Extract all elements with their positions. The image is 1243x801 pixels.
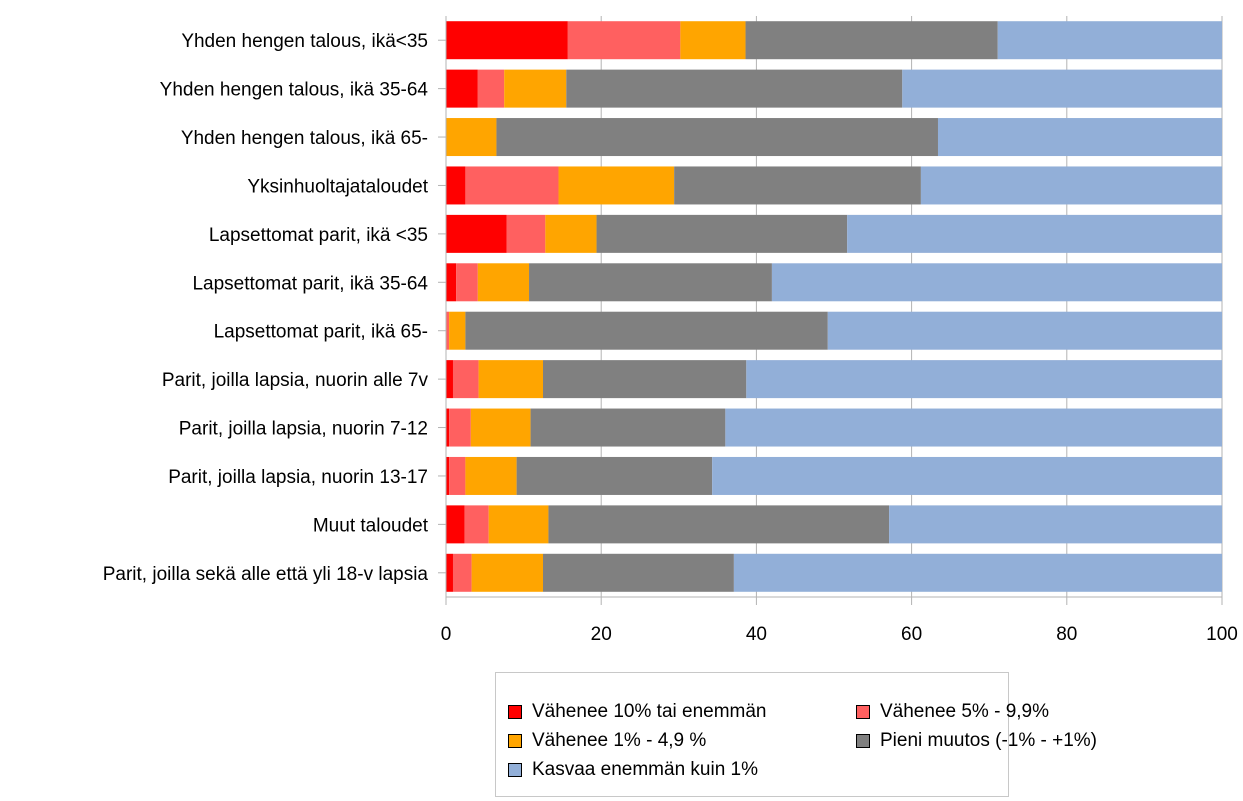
legend-swatch-series-2 (856, 705, 870, 719)
axes (438, 16, 1223, 605)
bar-segment-2-1 (446, 69, 478, 108)
bar-segment-9-1 (446, 408, 450, 447)
category-label-4: Yksinhuoltajataloudet (247, 176, 428, 197)
bar-segment-7-5 (827, 311, 1222, 350)
bar-segment-8-2 (452, 360, 479, 399)
category-labels: Yhden hengen talous, ikä<35 Yhden hengen … (103, 31, 429, 585)
bar-segment-1-1 (446, 21, 568, 60)
legend-item-series-3: Vähenee 1% - 4,9 % (508, 730, 706, 752)
legend-item-series-2: Vähenee 5% - 9,9% (856, 701, 1049, 723)
legend-label-series-5: Kasvaa enemmän kuin 1% (532, 759, 759, 780)
bar-segment-12-2 (452, 553, 472, 592)
legend-label-series-3: Vähenee 1% - 4,9 % (532, 730, 707, 751)
bar-segment-11-5 (889, 505, 1222, 544)
category-label-9: Parit, joilla lapsia, nuorin 7-12 (179, 419, 428, 440)
legend-item-series-5: Kasvaa enemmän kuin 1% (508, 759, 758, 781)
bar-segment-2-3 (504, 69, 567, 108)
bar-segment-9-2 (449, 408, 471, 447)
bar-segment-4-2 (465, 166, 559, 205)
bar-segment-6-1 (446, 263, 457, 302)
legend-swatch-series-5 (508, 763, 522, 777)
bar-segment-5-4 (596, 214, 848, 253)
bar-segment-11-4 (548, 505, 890, 544)
category-label-3: Yhden hengen talous, ikä 65- (181, 128, 428, 149)
legend-swatch-series-3 (508, 734, 522, 748)
x-tick-label-0: 0 (441, 624, 452, 645)
bar-segment-2-5 (902, 69, 1222, 108)
category-label-6: Lapsettomat parit, ikä 35-64 (192, 273, 428, 294)
bar-segment-11-1 (446, 505, 465, 544)
bar-segment-6-2 (456, 263, 478, 302)
bar-segment-5-1 (446, 214, 507, 253)
bar-segment-8-1 (446, 360, 453, 399)
bar-segment-12-3 (471, 553, 543, 592)
legend: Vähenee 10% tai enemmän Vähenee 5% - 9,9… (495, 672, 1097, 797)
bar-segment-9-4 (530, 408, 726, 447)
bar-segment-8-5 (746, 360, 1222, 399)
legend-label-series-1: Vähenee 10% tai enemmän (532, 701, 767, 722)
legend-swatch-series-1 (508, 705, 522, 719)
bar-segment-9-3 (470, 408, 531, 447)
legend-item-series-4: Pieni muutos (-1% - +1%) (856, 730, 1097, 752)
x-tick-labels: 0 20 40 60 80 100 (441, 624, 1238, 645)
bar-segment-6-5 (771, 263, 1222, 302)
category-label-10: Parit, joilla lapsia, nuorin 13-17 (168, 467, 428, 488)
legend-swatch-series-4 (856, 734, 870, 748)
bar-segments (446, 21, 1222, 592)
bar-segment-1-3 (680, 21, 746, 60)
category-label-1: Yhden hengen talous, ikä<35 (181, 31, 428, 52)
x-tick-label-1: 20 (591, 624, 612, 645)
bar-segment-10-2 (449, 456, 466, 495)
bar-segment-1-4 (745, 21, 998, 60)
bar-segment-8-3 (478, 360, 543, 399)
bar-segment-4-3 (558, 166, 675, 205)
bar-segment-12-4 (543, 553, 734, 592)
legend-label-series-2: Vähenee 5% - 9,9% (880, 701, 1050, 722)
bar-segment-7-2 (446, 311, 450, 350)
legend-label-series-4: Pieni muutos (-1% - +1%) (880, 730, 1097, 751)
category-label-12: Parit, joilla sekä alle että yli 18-v la… (103, 564, 429, 585)
bar-segment-12-1 (446, 553, 453, 592)
bar-segment-4-5 (920, 166, 1222, 205)
bar-segment-7-4 (465, 311, 828, 350)
bar-segment-5-3 (545, 214, 597, 253)
bar-segment-12-5 (733, 553, 1222, 592)
bar-segment-3-3 (446, 118, 497, 157)
category-label-8: Parit, joilla lapsia, nuorin alle 7v (162, 370, 429, 391)
bar-segment-3-5 (937, 118, 1222, 157)
bar-segment-4-4 (674, 166, 921, 205)
bar-segment-6-3 (477, 263, 530, 302)
bar-segment-11-2 (464, 505, 489, 544)
bar-segment-5-2 (506, 214, 546, 253)
bar-segment-11-3 (488, 505, 549, 544)
bar-segment-10-4 (516, 456, 713, 495)
bar-segment-2-2 (477, 69, 505, 108)
bar-segment-8-4 (543, 360, 747, 399)
legend-item-series-1: Vähenee 10% tai enemmän (508, 701, 767, 723)
x-tick-label-3: 60 (901, 624, 922, 645)
category-label-2: Yhden hengen talous, ikä 35-64 (160, 80, 429, 101)
category-label-7: Lapsettomat parit, ikä 65- (214, 322, 428, 343)
bar-segment-3-4 (496, 118, 938, 157)
bar-segment-9-5 (725, 408, 1222, 447)
bar-segment-7-3 (449, 311, 466, 350)
bar-segment-6-4 (529, 263, 772, 302)
x-tick-label-2: 40 (746, 624, 767, 645)
stacked-bar-chart: Yhden hengen talous, ikä<35 Yhden hengen … (103, 16, 1238, 645)
bar-segment-10-1 (446, 456, 450, 495)
x-tick-label-4: 80 (1056, 624, 1077, 645)
bar-segment-1-5 (997, 21, 1222, 60)
bar-segment-10-5 (712, 456, 1222, 495)
category-label-11: Muut taloudet (313, 515, 429, 536)
bar-segment-10-3 (465, 456, 517, 495)
bar-segment-4-1 (446, 166, 466, 205)
bar-segment-1-2 (567, 21, 681, 60)
bar-segment-2-4 (566, 69, 903, 108)
category-label-5: Lapsettomat parit, ikä <35 (209, 225, 428, 246)
x-tick-label-5: 100 (1206, 624, 1238, 645)
bar-segment-5-5 (847, 214, 1222, 253)
